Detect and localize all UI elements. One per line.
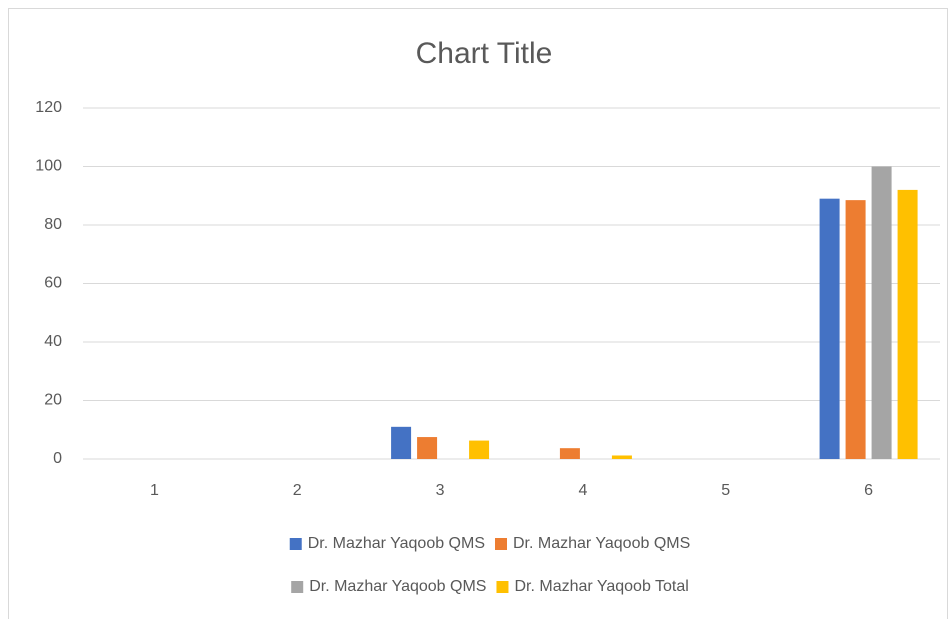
legend-swatch: [496, 581, 509, 593]
y-tick-label: 120: [35, 99, 62, 116]
legend-swatch: [495, 538, 507, 550]
x-tick-label: 1: [150, 482, 159, 499]
bar: [897, 189, 918, 459]
chart-frame: [8, 8, 948, 619]
bar: [391, 426, 412, 459]
x-tick-label: 4: [578, 482, 587, 499]
bar: [559, 448, 580, 459]
y-tick-label: 60: [44, 275, 62, 292]
y-tick-label: 100: [35, 158, 62, 175]
legend-label: Dr. Mazhar Yaqoob Total: [514, 578, 688, 595]
legend-label: Dr. Mazhar Yaqoob QMS: [309, 578, 486, 595]
legend-label: Dr. Mazhar Yaqoob QMS: [308, 535, 485, 552]
bar: [611, 455, 632, 459]
x-tick-label: 5: [721, 482, 730, 499]
bar: [819, 198, 840, 460]
bar: [417, 437, 438, 459]
x-tick-label: 3: [436, 482, 445, 499]
bar: [469, 440, 490, 459]
x-tick-label: 2: [293, 482, 302, 499]
y-tick-label: 20: [44, 392, 62, 409]
legend-swatch: [289, 538, 302, 550]
bar: [845, 200, 866, 459]
bar: [871, 166, 892, 459]
chart-title: Chart Title: [416, 37, 553, 70]
y-tick-label: 40: [44, 333, 62, 350]
x-tick-label: 6: [864, 482, 873, 499]
y-tick-label: 80: [44, 216, 62, 233]
legend-swatch: [291, 581, 304, 593]
y-tick-label: 0: [53, 450, 62, 467]
legend-label: Dr. Mazhar Yaqoob QMS: [513, 535, 690, 552]
